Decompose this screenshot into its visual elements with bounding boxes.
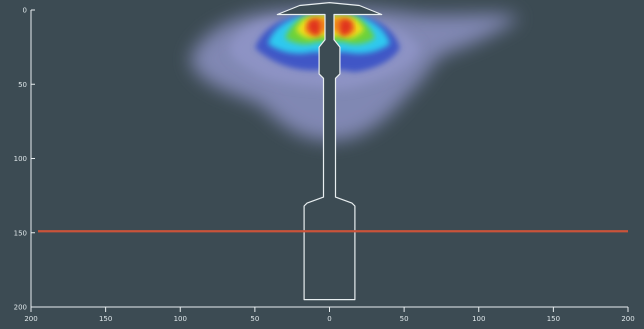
y-tick-label: 50 bbox=[18, 81, 27, 89]
x-tick-label: 200 bbox=[24, 315, 37, 323]
heat-red-core-left bbox=[308, 19, 320, 36]
x-tick-label: 0 bbox=[327, 315, 331, 323]
heater-outline bbox=[276, 2, 383, 301]
y-tick-label: 0 bbox=[23, 7, 27, 15]
x-tick-label: 150 bbox=[547, 315, 560, 323]
axes: 200 150 100 50 0 50 100 150 200 0 50 100 150 200 bbox=[14, 7, 635, 324]
x-tick-label: 50 bbox=[400, 315, 409, 323]
x-tick-label: 100 bbox=[174, 315, 187, 323]
heat-red-core-right bbox=[340, 19, 352, 36]
y-tick-label: 100 bbox=[14, 155, 27, 163]
x-tick-label: 100 bbox=[472, 315, 485, 323]
x-tick-label: 50 bbox=[250, 315, 259, 323]
x-tick-label: 200 bbox=[621, 315, 634, 323]
y-ticks: 0 50 100 150 200 bbox=[14, 7, 35, 312]
x-tick-label: 150 bbox=[99, 315, 112, 323]
y-tick-label: 200 bbox=[14, 304, 27, 312]
heat-plume bbox=[190, 7, 520, 141]
x-ticks: 200 150 100 50 0 50 100 150 200 bbox=[24, 307, 635, 323]
y-tick-label: 150 bbox=[14, 229, 27, 237]
